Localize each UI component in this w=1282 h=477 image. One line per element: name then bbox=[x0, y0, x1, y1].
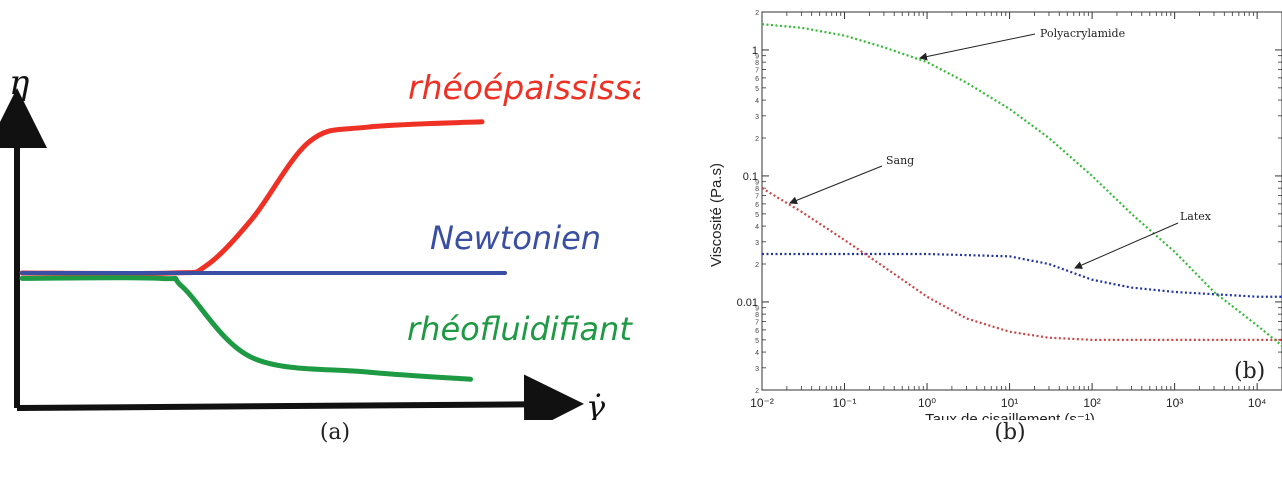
y-minor-tick-label: 2 bbox=[755, 262, 759, 269]
x-tick-label: 10³ bbox=[1166, 396, 1183, 410]
annotation-label: Latex bbox=[1180, 210, 1212, 223]
x-tick-label: 10⁻² bbox=[750, 396, 774, 410]
viscosity-shear-rate-chart: Viscosité (Pa.s) Taux de cisaillement (s… bbox=[708, 10, 1282, 420]
y-minor-tick-label: 5 bbox=[755, 212, 759, 219]
series-label-newtonien: Newtonien bbox=[430, 219, 601, 257]
caption-a: (a) bbox=[319, 420, 351, 445]
x-tick-label: 10⁻¹ bbox=[833, 396, 857, 410]
y-minor-tick-label: 2 bbox=[755, 388, 759, 395]
curve-rheofluidifiant bbox=[19, 275, 473, 382]
y-minor-tick-label: 6 bbox=[755, 328, 759, 335]
y-minor-tick-label: 8 bbox=[755, 186, 759, 193]
annotation-arrow bbox=[1074, 222, 1179, 269]
y-minor-tick-label: 7 bbox=[755, 67, 759, 74]
series-label-rheofluidifiant: rhéofluidifiant bbox=[407, 310, 633, 348]
plot-frame bbox=[761, 11, 1282, 391]
x-axis-arrow bbox=[16, 374, 584, 420]
panel-label-b: (b) bbox=[1234, 359, 1265, 384]
x-tick-label: 10² bbox=[1083, 396, 1100, 410]
caption-b: (b) bbox=[994, 420, 1026, 445]
y-minor-tick-label: 2 bbox=[755, 136, 759, 143]
y-minor-tick-label: 7 bbox=[755, 193, 759, 200]
chart-b-xlabel: Taux de cisaillement (s⁻¹) bbox=[925, 411, 1095, 420]
y-minor-tick-label: 7 bbox=[755, 319, 759, 326]
y-minor-tick-label: 5 bbox=[755, 86, 759, 93]
y-tick-label: 1 bbox=[752, 45, 758, 57]
annotation-arrow bbox=[919, 33, 1036, 61]
annotation-label: Polyacrylamide bbox=[1040, 27, 1125, 40]
x-tick-label: 10¹ bbox=[1001, 396, 1018, 410]
qualitative-viscosity-diagram: η γ̇ rhéoépaississant Newtonien rhéoflui… bbox=[0, 63, 640, 420]
y-tick-label: 0.1 bbox=[743, 171, 758, 183]
y-minor-tick-label: 3 bbox=[755, 366, 759, 373]
y-minor-tick-label: 9 bbox=[755, 180, 759, 187]
y-minor-tick-label: 6 bbox=[755, 76, 759, 83]
annotation-label: Sang bbox=[886, 154, 914, 167]
x-axis-label: γ̇ bbox=[586, 388, 606, 420]
y-minor-tick-label: 3 bbox=[755, 114, 759, 121]
annotation-arrow bbox=[789, 165, 883, 205]
y-minor-tick-label: 8 bbox=[755, 60, 759, 67]
y-minor-tick-label: 6 bbox=[755, 202, 759, 209]
chart-b-ylabel: Viscosité (Pa.s) bbox=[708, 163, 725, 267]
y-minor-tick-label: 2 bbox=[755, 10, 759, 17]
y-minor-tick-label: 3 bbox=[755, 240, 759, 247]
y-minor-tick-label: 5 bbox=[755, 338, 759, 345]
series-label-rheoepaississant: rhéoépaississant bbox=[408, 68, 640, 107]
y-minor-tick-label: 4 bbox=[755, 98, 759, 105]
y-tick-label: 0.01 bbox=[737, 297, 758, 309]
y-minor-tick-label: 8 bbox=[755, 312, 759, 319]
series-polyacrylamide bbox=[761, 23, 1282, 347]
y-minor-tick-label: 9 bbox=[755, 306, 759, 313]
y-minor-tick-label: 9 bbox=[755, 54, 759, 61]
y-axis-label: η bbox=[9, 63, 30, 103]
y-minor-tick-label: 4 bbox=[755, 350, 759, 357]
x-tick-label: 10⁰ bbox=[918, 396, 936, 410]
x-tick-label: 10⁴ bbox=[1248, 396, 1267, 410]
y-minor-tick-label: 4 bbox=[755, 224, 759, 231]
series-latex bbox=[762, 252, 1282, 298]
